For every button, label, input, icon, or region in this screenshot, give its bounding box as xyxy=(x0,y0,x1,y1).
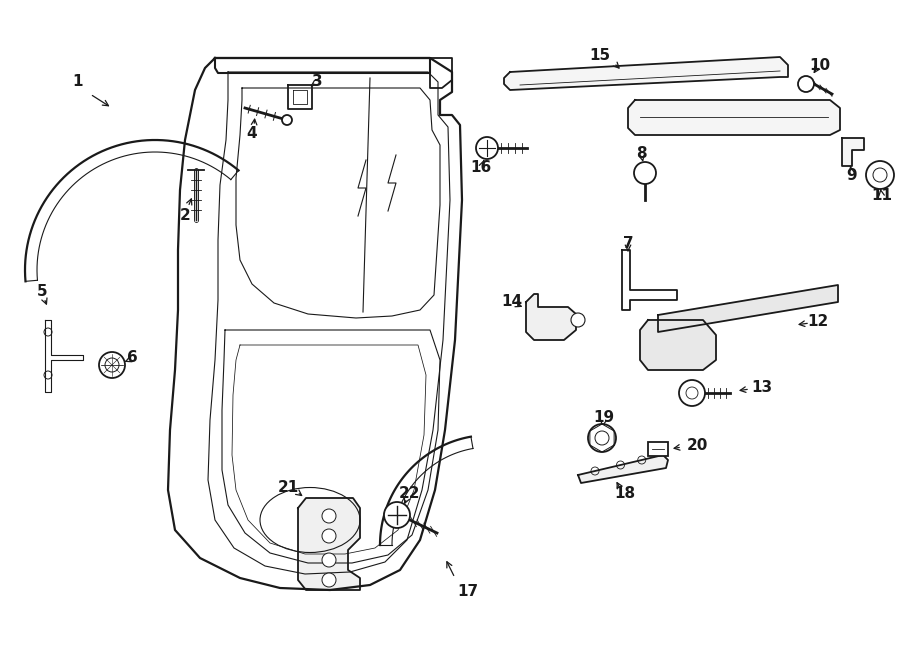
Text: 21: 21 xyxy=(277,481,299,496)
Polygon shape xyxy=(658,285,838,332)
Text: 22: 22 xyxy=(400,485,421,500)
Text: 1: 1 xyxy=(73,75,83,89)
Text: 4: 4 xyxy=(247,126,257,141)
Text: 5: 5 xyxy=(37,284,48,299)
Text: 6: 6 xyxy=(127,350,138,366)
Circle shape xyxy=(866,161,894,189)
Text: 10: 10 xyxy=(809,58,831,73)
Circle shape xyxy=(798,76,814,92)
Text: 17: 17 xyxy=(457,584,479,600)
Text: 15: 15 xyxy=(590,48,610,63)
Circle shape xyxy=(322,553,336,567)
Circle shape xyxy=(679,380,705,406)
Text: 13: 13 xyxy=(752,379,772,395)
Polygon shape xyxy=(842,138,864,166)
Circle shape xyxy=(322,573,336,587)
Text: 20: 20 xyxy=(687,438,707,453)
Text: 19: 19 xyxy=(593,410,615,426)
Circle shape xyxy=(282,115,292,125)
Text: 16: 16 xyxy=(471,161,491,176)
Text: 3: 3 xyxy=(311,75,322,89)
Polygon shape xyxy=(628,100,840,135)
Circle shape xyxy=(322,509,336,523)
Polygon shape xyxy=(640,320,716,370)
Text: 18: 18 xyxy=(615,485,635,500)
Polygon shape xyxy=(504,57,788,90)
Text: 7: 7 xyxy=(623,237,634,251)
Circle shape xyxy=(322,529,336,543)
Circle shape xyxy=(634,162,656,184)
Text: 8: 8 xyxy=(635,145,646,161)
Polygon shape xyxy=(526,294,576,340)
Text: 11: 11 xyxy=(871,188,893,202)
Text: 2: 2 xyxy=(180,208,191,223)
Circle shape xyxy=(384,502,410,528)
Text: 12: 12 xyxy=(807,315,829,329)
Polygon shape xyxy=(578,455,668,483)
Circle shape xyxy=(476,137,498,159)
Text: 14: 14 xyxy=(501,295,523,309)
Circle shape xyxy=(588,424,616,452)
Text: 9: 9 xyxy=(847,167,858,182)
Circle shape xyxy=(99,352,125,378)
Bar xyxy=(648,442,668,456)
Circle shape xyxy=(571,313,585,327)
Polygon shape xyxy=(298,498,360,590)
